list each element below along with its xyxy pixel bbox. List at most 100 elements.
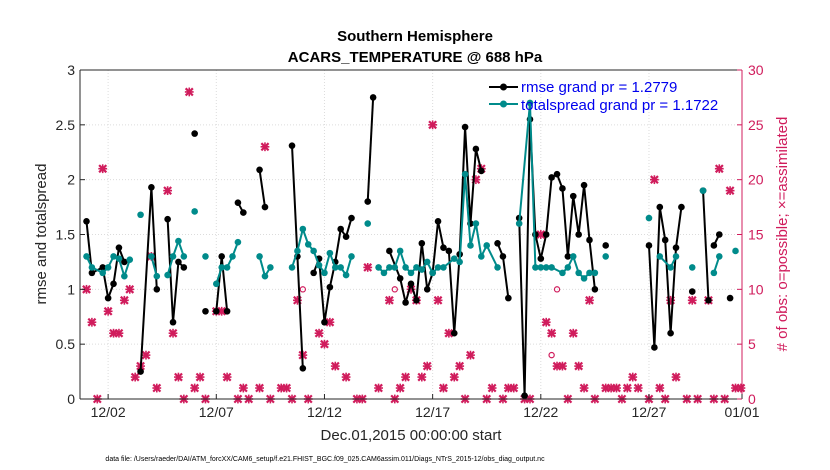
spread-point bbox=[591, 269, 599, 277]
rmse-point bbox=[423, 286, 431, 293]
obs-assimilated-marker bbox=[130, 372, 140, 382]
obs-assimilated-marker bbox=[184, 87, 194, 97]
rmse-point bbox=[553, 170, 561, 178]
spread-point bbox=[310, 247, 317, 255]
spread-point bbox=[391, 264, 399, 271]
spread-point bbox=[234, 238, 242, 246]
rmse-point bbox=[348, 214, 355, 222]
rmse-point bbox=[537, 255, 545, 262]
rmse-point bbox=[434, 218, 442, 225]
rmse-point bbox=[288, 142, 296, 149]
spread-point bbox=[153, 272, 161, 280]
chart-subtitle: ACARS_TEMPERATURE @ 688 hPa bbox=[288, 49, 543, 66]
spread-point bbox=[407, 269, 415, 277]
rmse-point bbox=[478, 167, 485, 175]
spread-point bbox=[586, 269, 593, 277]
obs-assimilated-marker bbox=[455, 361, 465, 371]
spread-point bbox=[315, 261, 323, 269]
obs-assimilated-marker bbox=[314, 328, 324, 338]
rmse-point bbox=[256, 166, 263, 174]
spread-point bbox=[537, 264, 545, 271]
spread-point bbox=[212, 280, 220, 288]
rmse-point bbox=[548, 174, 555, 181]
rmse-point bbox=[672, 244, 680, 251]
obs-assimilated-marker bbox=[541, 317, 551, 327]
spread-point bbox=[656, 253, 664, 260]
spread-point bbox=[256, 253, 263, 260]
obs-assimilated-marker bbox=[141, 350, 151, 360]
rmse-point bbox=[586, 236, 593, 244]
spread-point bbox=[364, 220, 372, 227]
rmse-point bbox=[326, 283, 334, 291]
spread-point bbox=[83, 253, 90, 260]
y2-tick-label: 30 bbox=[748, 62, 764, 78]
rmse-point bbox=[175, 258, 182, 266]
rmse-point bbox=[180, 264, 188, 271]
obs-assimilated-marker bbox=[384, 295, 394, 305]
spread-point bbox=[450, 255, 458, 262]
obs-assimilated-marker bbox=[222, 372, 232, 382]
spread-point bbox=[99, 269, 107, 277]
spread-point bbox=[180, 253, 188, 260]
legend-rmse-label: rmse grand pr = 1.2779 bbox=[521, 79, 677, 96]
rmse-point bbox=[407, 280, 415, 288]
spread-point bbox=[175, 237, 182, 245]
obs-assimilated-marker bbox=[714, 164, 724, 174]
rmse-point bbox=[240, 209, 247, 216]
spread-point bbox=[672, 253, 680, 260]
y-axis-label: rmse and totalspread bbox=[33, 164, 50, 305]
spread-point bbox=[688, 264, 696, 271]
series-line-segment bbox=[150, 256, 158, 277]
spread-point bbox=[564, 264, 572, 271]
spread-point bbox=[380, 269, 388, 277]
spread-point bbox=[126, 256, 134, 264]
legend-spread-label: totalspread grand pr = 1.1722 bbox=[521, 97, 718, 114]
spread-point bbox=[467, 242, 474, 249]
obs-assimilated-marker bbox=[633, 383, 643, 393]
spread-point bbox=[413, 264, 420, 271]
spread-point bbox=[461, 170, 469, 178]
obs-assimilated-marker bbox=[119, 295, 129, 305]
obs-assimilated-marker bbox=[433, 295, 443, 305]
series-layer bbox=[83, 94, 739, 400]
obs-assimilated-marker bbox=[449, 372, 459, 382]
series-line-segment bbox=[702, 190, 710, 301]
x-tick-label: 12/17 bbox=[415, 404, 450, 420]
spread-point bbox=[104, 264, 112, 271]
legend-spread-marker bbox=[500, 100, 507, 108]
obs-assimilated-marker bbox=[736, 383, 746, 393]
rmse-point bbox=[115, 244, 123, 251]
obs-possible-marker bbox=[553, 286, 561, 293]
rmse-point bbox=[564, 253, 572, 260]
y2-tick-label: 10 bbox=[748, 281, 764, 297]
obs-assimilated-marker bbox=[87, 317, 97, 327]
rmse-point bbox=[148, 184, 155, 191]
spread-point bbox=[645, 214, 653, 222]
rmse-point bbox=[212, 307, 220, 315]
spread-point bbox=[115, 255, 123, 262]
spread-point bbox=[110, 253, 117, 260]
obs-assimilated-marker bbox=[401, 372, 410, 382]
rmse-point bbox=[472, 145, 480, 153]
rmse-point bbox=[402, 299, 409, 306]
y2-axis-label: # of obs: o=possible; ×=assimilated bbox=[774, 117, 791, 352]
y2-axis-ticks: 0 5 10 15 20 25 30 bbox=[737, 62, 764, 407]
spread-point bbox=[515, 220, 523, 227]
spread-point bbox=[456, 258, 463, 266]
spread-point bbox=[348, 253, 355, 260]
spread-point bbox=[710, 269, 718, 277]
spread-point bbox=[429, 269, 436, 277]
rmse-point bbox=[386, 247, 393, 255]
obs-assimilated-marker bbox=[725, 186, 735, 196]
spread-point bbox=[548, 264, 555, 271]
spread-point bbox=[575, 269, 582, 277]
rmse-point bbox=[169, 318, 177, 326]
obs-assimilated-marker bbox=[547, 328, 557, 338]
data-file-footer: data file: /Users/raeder/DAI/ATM_forcXX/… bbox=[105, 456, 545, 463]
obs-assimilated-marker bbox=[487, 383, 497, 393]
y2-tick-label: 5 bbox=[748, 336, 756, 352]
obs-assimilated-marker bbox=[98, 164, 108, 174]
obs-assimilated-marker bbox=[612, 383, 621, 393]
spread-point bbox=[526, 99, 534, 107]
